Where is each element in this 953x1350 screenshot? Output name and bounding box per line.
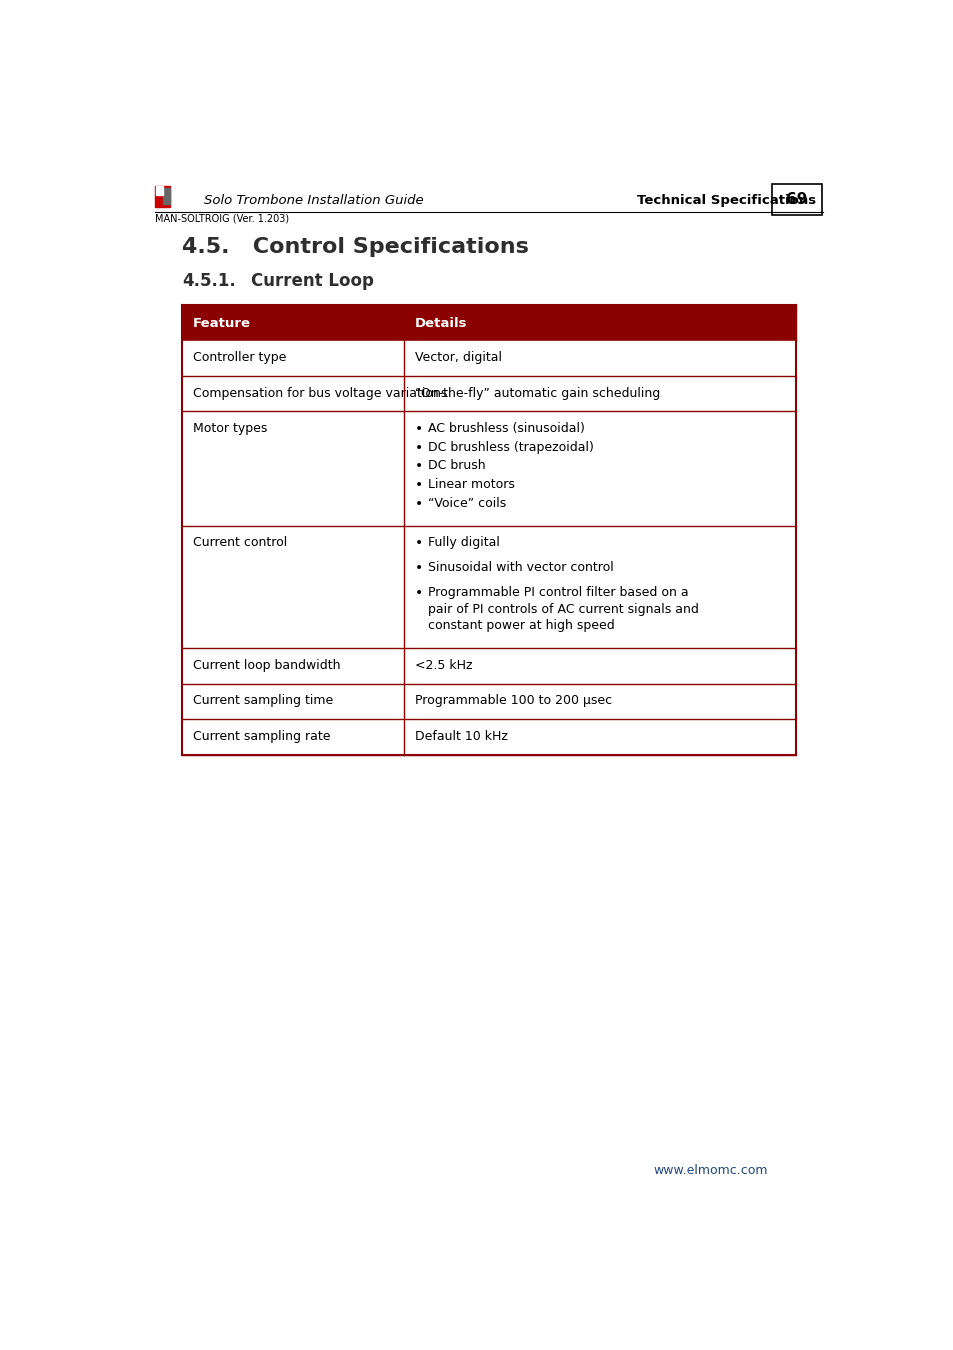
Text: “Voice” coils: “Voice” coils xyxy=(428,497,506,510)
Bar xyxy=(156,186,163,196)
Text: Programmable PI control filter based on a: Programmable PI control filter based on … xyxy=(428,586,688,599)
Text: DC brushless (trapezoidal): DC brushless (trapezoidal) xyxy=(428,440,594,454)
Text: Current control: Current control xyxy=(193,536,287,549)
Bar xyxy=(182,377,795,412)
Text: Feature: Feature xyxy=(193,317,251,329)
Text: Solo Trombone Installation Guide: Solo Trombone Installation Guide xyxy=(204,194,423,207)
Text: “On-the-fly” automatic gain scheduling: “On-the-fly” automatic gain scheduling xyxy=(415,386,659,400)
Text: Sinusoidal with vector control: Sinusoidal with vector control xyxy=(428,562,614,574)
Text: •: • xyxy=(415,497,423,510)
Text: •: • xyxy=(415,440,423,455)
Bar xyxy=(182,720,795,755)
Text: www.elmomc.com: www.elmomc.com xyxy=(653,1164,767,1177)
Text: Vector, digital: Vector, digital xyxy=(415,351,501,364)
Text: MAN-SOLTROIG (Ver. 1.203): MAN-SOLTROIG (Ver. 1.203) xyxy=(154,213,289,223)
Bar xyxy=(163,188,170,204)
Text: Default 10 kHz: Default 10 kHz xyxy=(415,729,507,742)
Text: Compensation for bus voltage variations: Compensation for bus voltage variations xyxy=(193,386,447,400)
Text: constant power at high speed: constant power at high speed xyxy=(428,620,615,632)
Text: Current loop bandwidth: Current loop bandwidth xyxy=(193,659,340,672)
Bar xyxy=(182,340,795,377)
Text: Programmable 100 to 200 μsec: Programmable 100 to 200 μsec xyxy=(415,694,612,707)
Text: Fully digital: Fully digital xyxy=(428,536,499,549)
Bar xyxy=(182,648,795,684)
Text: 4.5.   Control Specifications: 4.5. Control Specifications xyxy=(182,238,528,258)
Text: Current Loop: Current Loop xyxy=(251,271,374,289)
Text: Linear motors: Linear motors xyxy=(428,478,515,491)
Bar xyxy=(182,526,795,648)
Text: pair of PI controls of AC current signals and: pair of PI controls of AC current signal… xyxy=(428,602,699,616)
Text: Motor types: Motor types xyxy=(193,423,267,435)
Text: •: • xyxy=(415,536,423,551)
Text: •: • xyxy=(415,586,423,601)
Bar xyxy=(182,684,795,720)
Text: •: • xyxy=(415,459,423,474)
Text: DC brush: DC brush xyxy=(428,459,485,472)
Text: •: • xyxy=(415,423,423,436)
Text: Current sampling time: Current sampling time xyxy=(193,694,334,707)
Text: 69: 69 xyxy=(785,192,806,207)
Text: <2.5 kHz: <2.5 kHz xyxy=(415,659,472,672)
Text: 4.5.1.: 4.5.1. xyxy=(182,271,235,289)
Text: Details: Details xyxy=(415,317,467,329)
Bar xyxy=(182,412,795,526)
Bar xyxy=(182,305,795,340)
Text: AC brushless (sinusoidal): AC brushless (sinusoidal) xyxy=(428,423,584,435)
Text: •: • xyxy=(415,562,423,575)
Text: •: • xyxy=(415,478,423,491)
Text: Technical Specifications: Technical Specifications xyxy=(637,194,815,207)
Text: Controller type: Controller type xyxy=(193,351,286,364)
Bar xyxy=(154,186,170,207)
Text: Current sampling rate: Current sampling rate xyxy=(193,729,331,742)
Bar xyxy=(771,184,821,215)
